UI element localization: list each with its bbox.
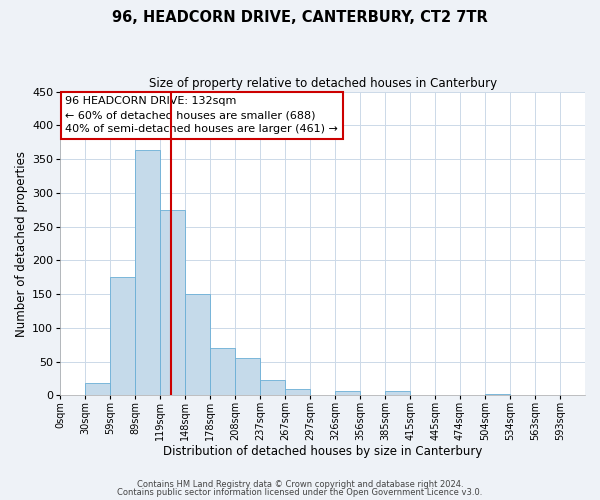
Bar: [385, 390, 410, 396]
Y-axis label: Number of detached properties: Number of detached properties: [15, 150, 28, 336]
Text: Contains public sector information licensed under the Open Government Licence v3: Contains public sector information licen…: [118, 488, 482, 497]
Bar: [485, 394, 510, 396]
Bar: [85, 384, 110, 396]
Bar: [110, 276, 135, 396]
Text: 96, HEADCORN DRIVE, CANTERBURY, CT2 7TR: 96, HEADCORN DRIVE, CANTERBURY, CT2 7TR: [112, 10, 488, 25]
Bar: [135, 150, 160, 396]
Bar: [260, 380, 285, 396]
Bar: [335, 392, 360, 396]
X-axis label: Distribution of detached houses by size in Canterbury: Distribution of detached houses by size …: [163, 444, 482, 458]
Bar: [210, 348, 235, 396]
Title: Size of property relative to detached houses in Canterbury: Size of property relative to detached ho…: [149, 78, 497, 90]
Text: 96 HEADCORN DRIVE: 132sqm
← 60% of detached houses are smaller (688)
40% of semi: 96 HEADCORN DRIVE: 132sqm ← 60% of detac…: [65, 96, 338, 134]
Text: Contains HM Land Registry data © Crown copyright and database right 2024.: Contains HM Land Registry data © Crown c…: [137, 480, 463, 489]
Bar: [235, 358, 260, 396]
Bar: [160, 210, 185, 396]
Bar: [185, 294, 210, 396]
Bar: [285, 390, 310, 396]
